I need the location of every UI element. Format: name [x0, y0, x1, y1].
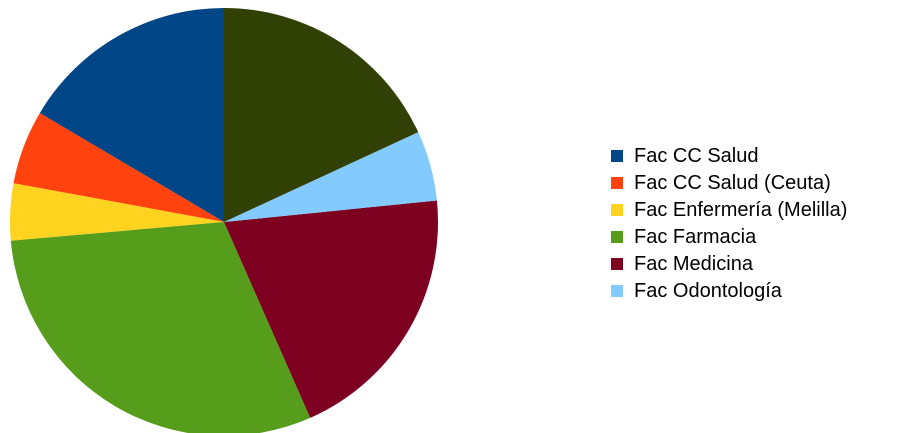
- legend-item: Fac CC Salud: [611, 145, 759, 167]
- pie-slice-2: [13, 113, 225, 222]
- pie-slice-6: [224, 132, 437, 222]
- legend-item: Fac Medicina: [611, 253, 754, 275]
- pie-slices: [10, 8, 439, 433]
- legend-item: Fac CC Salud (Ceuta): [611, 172, 831, 194]
- legend-swatch: [611, 285, 623, 297]
- legend-swatch: [611, 150, 623, 162]
- legend-label: Fac CC Salud (Ceuta): [634, 172, 831, 194]
- legend-swatch: [611, 177, 623, 189]
- legend-label: Fac Enfermería (Melilla): [634, 199, 847, 221]
- legend-label: Fac Farmacia: [634, 226, 757, 248]
- pie-slice-3: [10, 183, 224, 241]
- legend-item: Fac Odontología: [611, 280, 783, 302]
- pie-slice-5: [224, 200, 439, 418]
- legend-label: Fac Odontología: [634, 280, 783, 302]
- pie-slice-4: [10, 222, 311, 433]
- legend-item: Fac Farmacia: [611, 226, 757, 248]
- legend-item: Fac Enfermería (Melilla): [611, 199, 847, 221]
- legend-swatch: [611, 204, 623, 216]
- legend: Fac CC Salud Fac CC Salud (Ceuta) Fac Enfe…: [611, 145, 847, 302]
- legend-swatch: [611, 231, 623, 243]
- legend-label: Fac Medicina: [634, 253, 754, 275]
- legend-swatch: [611, 258, 623, 270]
- pie-slice-7: [224, 8, 419, 222]
- pie-slice-1: [39, 8, 224, 222]
- legend-label: Fac CC Salud: [634, 145, 759, 167]
